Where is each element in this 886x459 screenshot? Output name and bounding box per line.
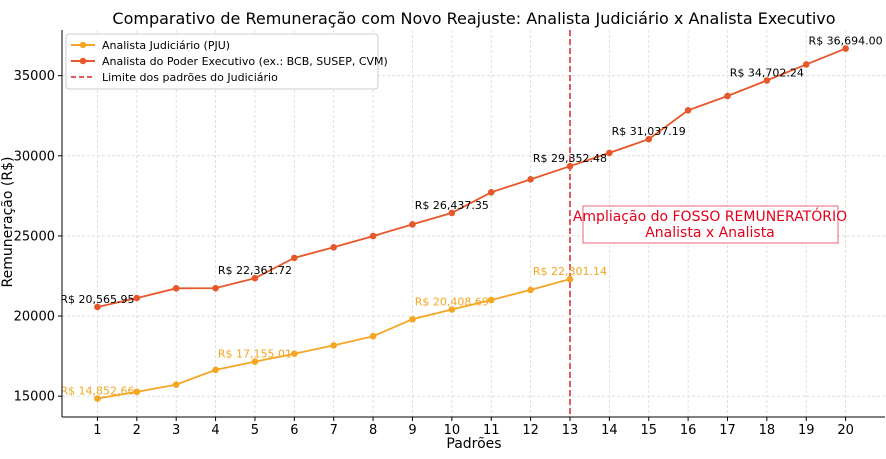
data-point-1 (606, 149, 613, 157)
point-label: R$ 36,694.00 (809, 35, 883, 48)
legend-label-pju: Analista Judiciário (PJU) (102, 39, 230, 52)
point-label: R$ 20,565.95 (60, 293, 134, 306)
data-point-0 (369, 332, 377, 340)
x-tick-label: 18 (759, 423, 776, 438)
grid (62, 30, 885, 417)
y-tick-label: 25000 (14, 229, 55, 244)
chart-title: Comparativo de Remuneração com Novo Reaj… (112, 9, 835, 28)
data-point-0 (487, 296, 495, 304)
annotation-line-2: Analista x Analista (645, 225, 775, 241)
point-label: R$ 17,155.01 (218, 348, 292, 361)
series-layer (94, 45, 849, 402)
series-line-1 (97, 47, 846, 308)
data-point-0 (94, 395, 101, 402)
x-tick-label: 20 (837, 423, 854, 438)
data-point-0 (448, 306, 456, 313)
data-point-0 (409, 315, 416, 323)
data-point-1 (212, 284, 219, 292)
point-label: R$ 34,702.24 (730, 66, 804, 79)
x-tick-label: 10 (444, 423, 461, 438)
data-point-1 (763, 77, 771, 84)
y-tick-label: 20000 (14, 310, 55, 325)
legend: Analista Judiciário (PJU) Analista do Po… (65, 33, 388, 90)
legend-marker-pju (79, 41, 87, 49)
data-point-1 (487, 189, 495, 196)
data-point-0 (172, 381, 180, 388)
annotation-line-1: Ampliação do FOSSO REMUNERATÓRIO (573, 207, 847, 225)
legend-label-executivo: Analista do Poder Executivo (ex.: BCB, S… (102, 55, 388, 68)
data-point-0 (527, 286, 534, 294)
legend-label-limite: Limite dos padrões do Judiciário (102, 71, 278, 84)
y-tick-label: 30000 (14, 149, 55, 164)
x-tick-label: 6 (290, 423, 298, 438)
point-labels: R$ 14,852.66 R$ 17,155.01 R$ 20,408.69 R$ 2… (60, 35, 882, 398)
axes (61, 30, 885, 418)
data-point-1 (133, 294, 141, 302)
x-tick-label: 13 (562, 423, 579, 438)
annotation-box: Ampliação do FOSSO REMUNERATÓRIO Analist… (573, 205, 847, 244)
point-label: R$ 14,852.66 (60, 385, 134, 398)
data-point-1 (527, 176, 534, 183)
x-tick-label: 8 (369, 423, 377, 438)
point-label: R$ 29,352.48 (533, 152, 607, 165)
y-tick-label: 15000 (14, 390, 55, 405)
y-tick-label: 35000 (14, 69, 55, 84)
data-point-1 (291, 254, 298, 262)
data-point-0 (251, 358, 259, 365)
data-point-1 (842, 45, 849, 52)
data-point-0 (212, 366, 219, 374)
annotation-frame (582, 205, 839, 244)
data-point-1 (172, 285, 180, 292)
data-point-1 (645, 135, 653, 143)
x-tick-label: 19 (798, 423, 815, 438)
data-point-0 (133, 388, 141, 396)
point-label: R$ 26,437.35 (415, 199, 489, 212)
legend-marker-executivo (79, 57, 87, 65)
point-label: R$ 20,408.69 (415, 295, 489, 308)
point-label: R$ 22,301.14 (533, 265, 607, 278)
data-point-1 (684, 106, 692, 114)
x-tick-label: 15 (640, 423, 657, 438)
x-tick-label: 16 (680, 423, 697, 438)
ticks: 1 2 3 4 5 6 7 8 9 10 11 12 13 14 15 16 17 18 19 20150002000… (14, 69, 854, 438)
x-tick-label: 14 (601, 423, 618, 438)
x-tick-label: 5 (251, 423, 259, 438)
data-point-1 (369, 232, 377, 240)
x-axis-label: Padrões (446, 436, 501, 452)
point-label: R$ 22,361.72 (218, 264, 292, 277)
y-axis-label: Remuneração (R$) (0, 157, 16, 288)
data-point-1 (251, 274, 259, 282)
data-point-1 (724, 92, 731, 100)
data-point-1 (448, 209, 456, 217)
x-tick-label: 3 (172, 423, 180, 438)
x-tick-label: 7 (330, 423, 338, 438)
x-tick-label: 9 (408, 423, 416, 438)
x-tick-label: 12 (522, 423, 539, 438)
data-point-0 (291, 350, 298, 358)
x-tick-label: 1 (93, 423, 101, 438)
data-point-1 (409, 221, 416, 228)
x-tick-label: 17 (719, 423, 736, 438)
x-tick-label: 4 (211, 423, 219, 438)
x-tick-label: 2 (133, 423, 141, 438)
data-point-0 (566, 275, 574, 283)
data-point-1 (566, 162, 574, 170)
data-point-1 (802, 61, 810, 68)
point-label: R$ 31,037.19 (612, 125, 686, 138)
data-point-1 (94, 303, 101, 311)
data-point-1 (330, 243, 338, 251)
x-tick-label: 11 (483, 423, 500, 438)
legend-frame (65, 33, 379, 90)
data-point-0 (330, 342, 338, 349)
